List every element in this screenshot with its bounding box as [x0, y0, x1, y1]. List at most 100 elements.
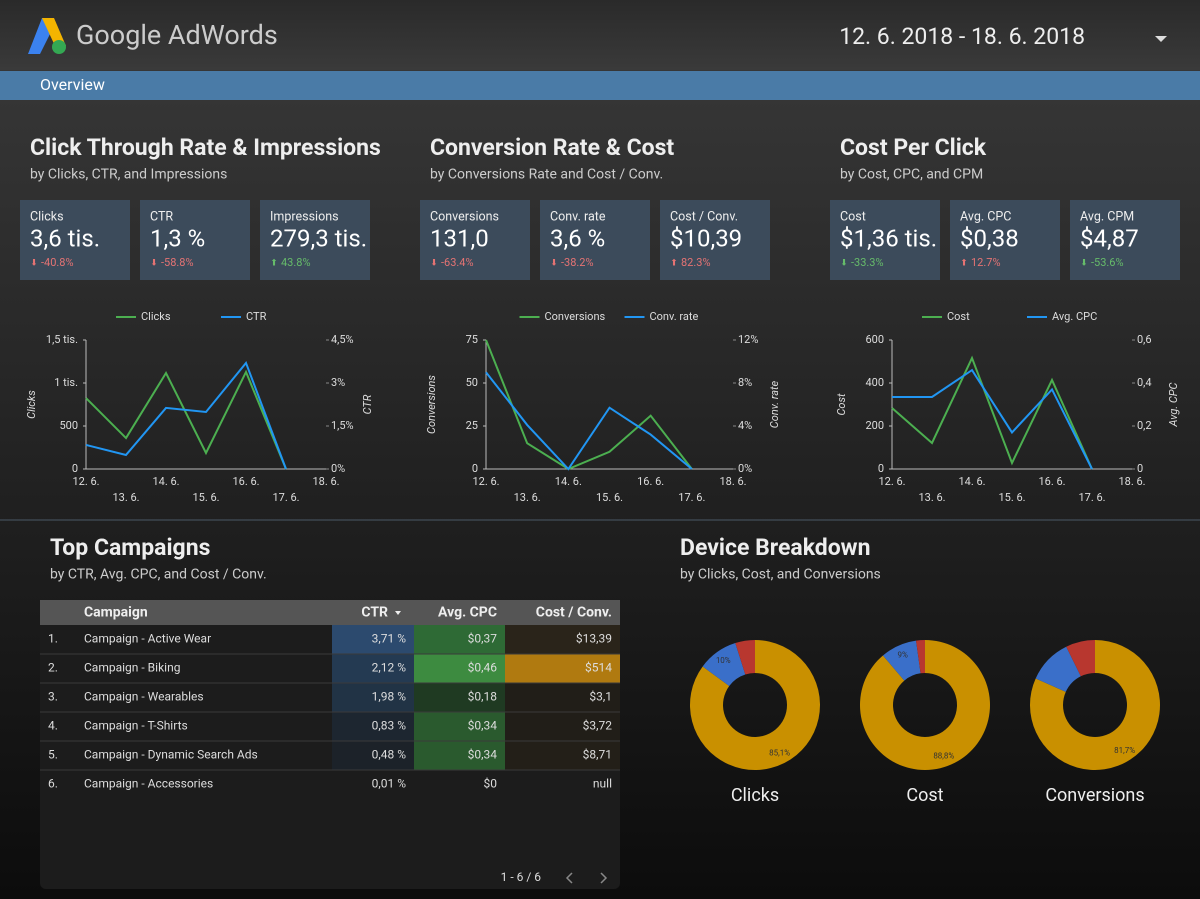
series-line	[485, 371, 693, 471]
y2-tick-label: 0%	[331, 462, 345, 475]
heat-cell	[332, 741, 414, 770]
kpi-value: $4,87	[1080, 224, 1139, 252]
x-tick-label: 12. 6.	[878, 475, 905, 488]
section-subtitle: by Clicks, CTR, and Impressions	[30, 167, 227, 183]
kpi-change: 12.7%	[971, 256, 1001, 269]
column-header: Avg. CPC	[438, 605, 497, 621]
table-cell: $3,72	[583, 719, 613, 733]
y2-axis-label: CTR	[361, 394, 374, 414]
y-axis-label: Conversions	[425, 375, 438, 434]
x-tick-label: 13. 6.	[514, 491, 541, 504]
x-tick-label: 17. 6.	[272, 491, 299, 504]
kpi-value: 1,3 %	[150, 224, 205, 252]
x-tick-label: 16. 6.	[637, 475, 664, 488]
x-tick-label: 13. 6.	[918, 491, 945, 504]
kpi-arrow: ⬇	[550, 258, 558, 268]
y-axis-label: Cost	[835, 393, 848, 416]
y-tick-label: 400	[865, 376, 884, 389]
row-number: 4.	[48, 719, 58, 733]
table-cell: $0,37	[468, 632, 498, 646]
section-title: Click Through Rate & Impressions	[30, 134, 381, 161]
kpi-card	[1070, 200, 1180, 280]
dropdown-arrow[interactable]	[1155, 36, 1167, 42]
kpi-arrow: ⬆	[270, 258, 278, 268]
segment-label: 81,7%	[1114, 746, 1135, 755]
table-cell: 2,12 %	[372, 661, 407, 675]
kpi-change: 43.8%	[281, 256, 311, 269]
legend-label: CTR	[246, 310, 267, 323]
column-header: Campaign	[84, 605, 148, 621]
y-tick-label: 75	[466, 333, 478, 346]
date-range[interactable]: 12. 6. 2018 - 18. 6. 2018	[839, 23, 1085, 50]
kpi-card	[950, 200, 1060, 280]
section-title: Conversion Rate & Cost	[430, 134, 674, 161]
kpi-label: Conversions	[430, 209, 499, 224]
series-line	[485, 339, 693, 471]
campaign-name: Campaign - Accessories	[84, 777, 213, 791]
campaign-name: Campaign - Wearables	[84, 690, 204, 704]
section-title: Device Breakdown	[680, 534, 870, 561]
table-cell: $514	[585, 661, 612, 675]
row-number: 6.	[48, 777, 58, 791]
y-tick-label: 1,5 tis.	[46, 333, 78, 346]
donut-segment	[859, 640, 990, 770]
x-tick-label: 16. 6.	[1038, 475, 1065, 488]
y2-tick-label: 8%	[738, 376, 752, 389]
y2-tick-label: 0%	[738, 462, 752, 475]
table-cell: $0,34	[468, 719, 498, 733]
row-number: 2.	[48, 661, 58, 675]
sort-icon[interactable]	[395, 611, 401, 615]
y2-axis-label: Conv. rate	[768, 380, 781, 428]
legend-label: Conv. rate	[650, 310, 699, 323]
y-tick-label: 600	[865, 333, 884, 346]
donut-segment	[1066, 640, 1095, 677]
logo	[28, 18, 66, 54]
kpi-card	[260, 200, 370, 280]
kpi-label: Avg. CPC	[960, 209, 1011, 224]
donut-segment	[916, 640, 925, 674]
row-number: 5.	[48, 748, 58, 762]
heat-cell	[414, 741, 505, 770]
y2-tick-label: 0	[1137, 462, 1143, 475]
kpi-value: $1,36 tis.	[840, 224, 937, 252]
heat-cell	[332, 654, 414, 683]
heat-cell	[332, 712, 414, 741]
kpi-value: 131,0	[430, 224, 489, 252]
section-subtitle: by Conversions Rate and Cost / Conv.	[430, 167, 663, 183]
prev-page[interactable]	[565, 872, 573, 884]
table-cell: null	[593, 777, 612, 791]
kpi-label: Cost	[840, 209, 866, 224]
y-tick-label: 0	[878, 462, 884, 475]
y2-tick-label: 0,4	[1137, 376, 1152, 389]
heat-cell	[414, 654, 505, 683]
heat-cell	[505, 654, 620, 683]
table-cell: $8,71	[583, 748, 612, 762]
column-header: CTR	[361, 605, 388, 621]
heat-cell	[505, 683, 620, 712]
x-tick-label: 18. 6.	[1118, 475, 1145, 488]
donut-segment	[702, 643, 746, 687]
heat-cell	[332, 683, 414, 712]
heat-cell	[414, 625, 505, 654]
campaign-name: Campaign - Dynamic Search Ads	[84, 748, 258, 762]
next-page[interactable]	[600, 872, 608, 884]
kpi-label: Clicks	[30, 209, 64, 224]
header	[0, 0, 1200, 70]
x-tick-label: 16. 6.	[232, 475, 259, 488]
donut-segment	[882, 640, 921, 681]
tab[interactable]: Overview	[40, 75, 105, 94]
segment-label: 85,1%	[769, 749, 790, 758]
tab-bar	[0, 71, 1200, 100]
row-number: 3.	[48, 690, 58, 704]
section-title: Cost Per Click	[840, 134, 987, 161]
y-tick-label: 0	[72, 462, 78, 475]
y2-tick-label: 0,2	[1137, 419, 1152, 432]
kpi-change: 82.3%	[681, 256, 711, 269]
y-tick-label: 200	[865, 419, 884, 432]
kpi-change: -53.6%	[1091, 256, 1124, 269]
segment-label: 88,8%	[933, 751, 954, 760]
segment-label: 9%	[898, 650, 908, 659]
section-subtitle: by Clicks, Cost, and Conversions	[680, 567, 881, 583]
kpi-change: -38.2%	[561, 256, 594, 269]
y2-tick-label: 1,5%	[331, 419, 354, 432]
